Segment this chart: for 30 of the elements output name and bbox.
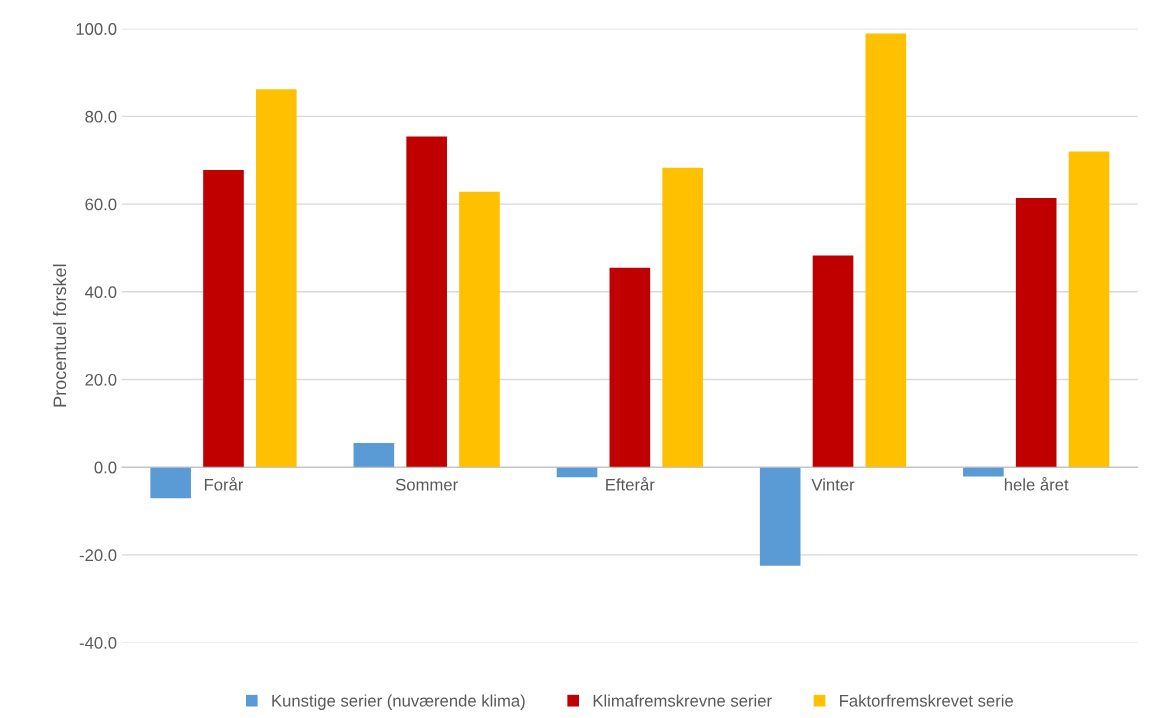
- y-tick-label: 100.0: [76, 23, 117, 35]
- bar: [865, 33, 907, 468]
- bar: [759, 467, 801, 566]
- x-tick-label: Efterår: [606, 476, 655, 491]
- y-tick-label: -20.0: [79, 549, 117, 562]
- legend-label: Kunstige serier (nuværende klima): [272, 694, 525, 710]
- bar: [150, 467, 191, 499]
- bar: [203, 169, 244, 468]
- legend-label: Klimafremskrevne serier: [593, 694, 772, 707]
- bar: [406, 136, 447, 468]
- bar: [353, 443, 395, 468]
- bar: [256, 89, 297, 468]
- bar: [662, 167, 703, 468]
- y-tick-label: 80.0: [85, 110, 117, 123]
- y-axis-title: Procentuel forskel: [52, 264, 67, 407]
- x-tick-label: Sommer: [395, 478, 458, 491]
- y-tick-label: 20.0: [85, 373, 117, 386]
- x-tick-label: Vinter: [811, 478, 855, 491]
- y-tick-label: 60.0: [85, 198, 117, 211]
- y-tick-label: -40.0: [79, 637, 117, 649]
- y-tick-label: 40.0: [84, 286, 117, 299]
- y-tick-label: 0.0: [94, 461, 117, 474]
- bar: [459, 191, 500, 468]
- bar: [1015, 197, 1057, 468]
- bar: [1068, 151, 1110, 468]
- legend-label: Faktorfremskrevet serie: [840, 694, 1013, 707]
- x-tick-label: hele året: [1004, 476, 1069, 491]
- bar: [609, 267, 651, 468]
- bar: [812, 255, 854, 468]
- x-tick-label: Forår: [204, 476, 244, 491]
